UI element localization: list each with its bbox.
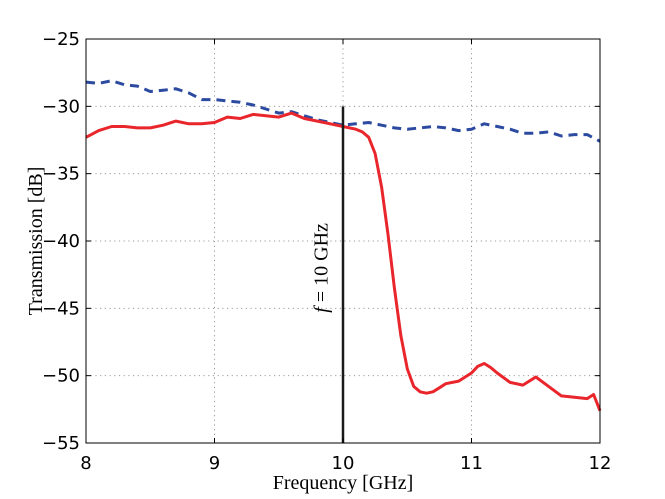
- y-tick-label: −30: [42, 96, 80, 117]
- y-axis-label: Transmission [dB]: [25, 167, 47, 316]
- x-tick-label: 12: [589, 453, 612, 474]
- grid-layer: [86, 39, 600, 443]
- frequency-annotation: f = 10 GHz: [311, 223, 333, 313]
- x-tick-label: 11: [460, 453, 483, 474]
- annotation-italic: f: [311, 305, 333, 313]
- y-tick-label: −50: [42, 366, 80, 387]
- annotation-rest: = 10 GHz: [311, 223, 333, 307]
- y-tick-label: −45: [42, 298, 80, 319]
- x-tick-label: 9: [209, 453, 220, 474]
- y-tick-label: −40: [42, 231, 80, 252]
- series-line-solid-red: [85, 111, 602, 412]
- y-tick-label: −35: [42, 164, 80, 185]
- y-tick-label: −55: [42, 433, 80, 454]
- x-tick-label: 10: [332, 453, 355, 474]
- series-layer: [85, 79, 602, 412]
- y-tick-label: −25: [42, 29, 80, 50]
- x-tick-label: 8: [80, 453, 91, 474]
- series-line-dashed-blue: [85, 79, 601, 143]
- tick-layer: 8 9 10 11 12 −55 −50 −45 −40 −35 −30 −25: [42, 29, 611, 474]
- x-axis-label: Frequency [GHz]: [273, 472, 414, 494]
